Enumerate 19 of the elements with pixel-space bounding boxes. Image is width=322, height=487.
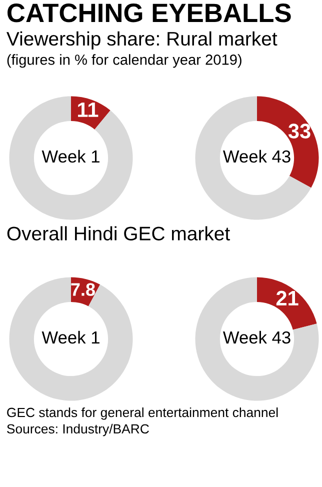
data-label: 21 [276, 290, 298, 306]
text: Week 43 [222, 150, 290, 163]
data-label: 7.8 [71, 283, 95, 296]
donut-slice [257, 277, 317, 330]
text: Week 1 [42, 330, 100, 344]
text: Week 43 [222, 330, 290, 344]
data-label: 11 [78, 102, 98, 117]
donut-slice [9, 277, 133, 401]
data-label: 33 [288, 124, 310, 138]
text: GEC stands for general entertainment channel [7, 407, 278, 420]
text: Overall Hindi GEC market [7, 226, 230, 240]
donut-slice [195, 277, 319, 401]
text: CATCHING EYEBALLS [8, 4, 291, 22]
donut-slice [9, 96, 133, 220]
donut-slice [195, 96, 312, 220]
text: Viewership share: Rural market [6, 31, 278, 50]
source-note: Sources: Industry/BARC [7, 424, 149, 436]
text: (figures in % for calendar year 2019) [7, 54, 242, 68]
text: Week 1 [42, 150, 100, 163]
